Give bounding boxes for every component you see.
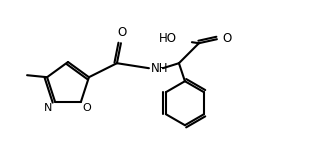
- Text: N: N: [44, 103, 52, 113]
- Text: O: O: [117, 26, 126, 39]
- Text: O: O: [82, 103, 91, 113]
- Text: NH: NH: [151, 62, 168, 75]
- Text: HO: HO: [159, 32, 177, 45]
- Text: O: O: [222, 32, 231, 45]
